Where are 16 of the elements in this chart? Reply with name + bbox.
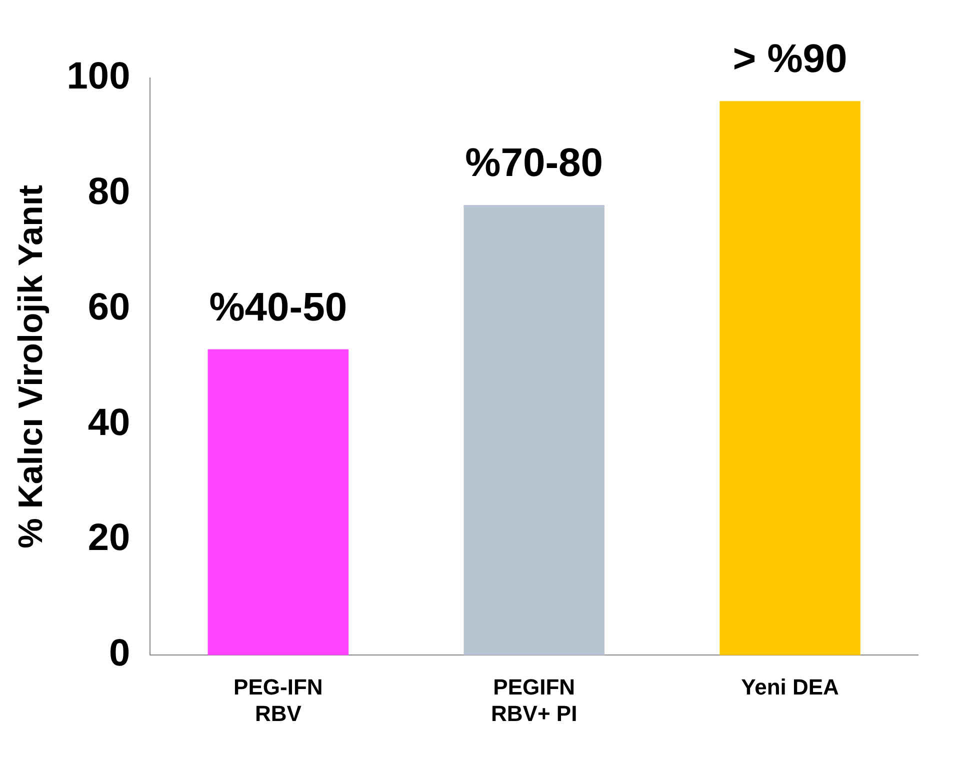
y-tick-label: 80 xyxy=(88,170,130,213)
y-axis-title: % Kalıcı Virolojik Yanıt xyxy=(12,184,50,548)
x-tick-label: PEG-IFN RBV xyxy=(234,674,323,726)
bar xyxy=(720,101,860,656)
x-tick-label: PEGIFN RBV+ PI xyxy=(491,674,578,726)
annotation: > %90 xyxy=(732,37,848,82)
annotation: %70-80 xyxy=(465,141,604,186)
bar xyxy=(464,204,604,656)
y-tick-label: 40 xyxy=(88,402,130,444)
y-tick-label: 20 xyxy=(88,517,130,560)
y-tick-label: 60 xyxy=(88,286,130,328)
bar xyxy=(208,349,349,656)
annotation: %40-50 xyxy=(209,285,348,330)
y-tick-label: 100 xyxy=(66,55,130,98)
y-tick-label: 0 xyxy=(109,632,130,675)
x-tick-label: Yeni DEA xyxy=(741,674,840,700)
